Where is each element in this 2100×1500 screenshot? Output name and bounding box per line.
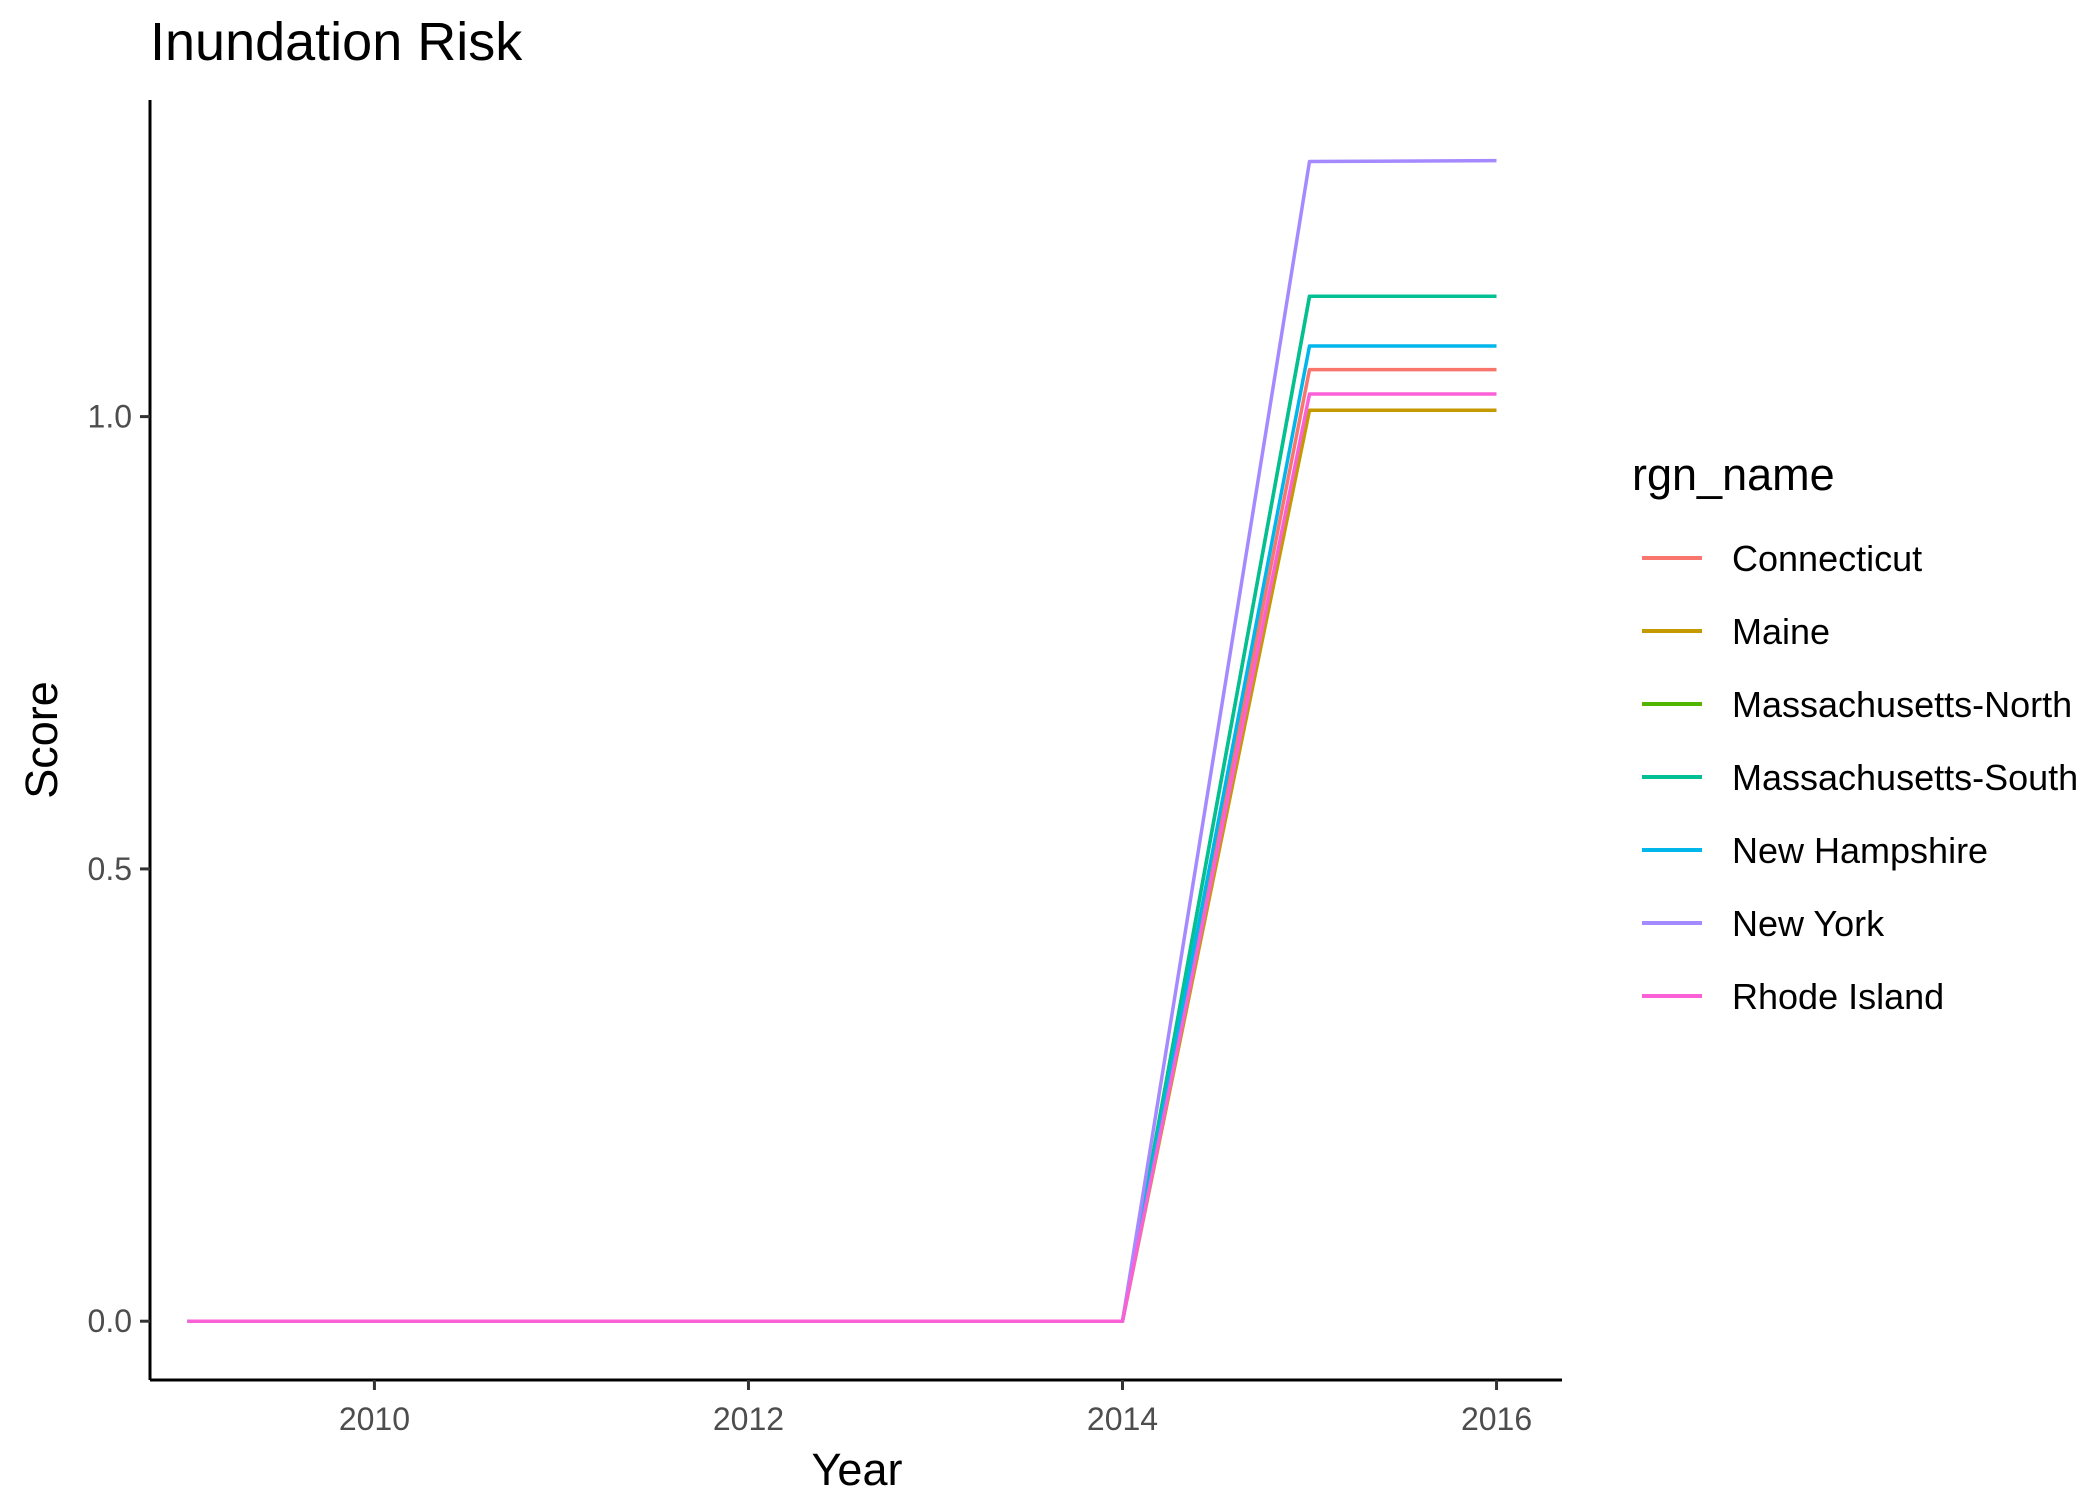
x-axis-title: Year — [812, 1444, 903, 1495]
series-line-connecticut — [187, 367, 1497, 1323]
legend-label: New York — [1732, 903, 1885, 944]
y-tick-label: 0.5 — [88, 851, 132, 887]
legend-label: Rhode Island — [1732, 976, 1944, 1017]
legend: rgn_name Connecticut Maine Massachusetts-N… — [1632, 449, 2078, 1017]
legend-label: Massachusetts-North — [1732, 684, 2072, 725]
series-line-new-york — [187, 158, 1497, 1323]
series-line-rhode-island — [187, 392, 1497, 1323]
legend-item-new-york: New York — [1642, 903, 1885, 944]
y-axis-ticks: 0.0 0.5 1.0 — [88, 399, 150, 1339]
series-layer — [187, 158, 1497, 1323]
legend-item-massachusetts-south: Massachusetts-South — [1642, 757, 2078, 798]
legend-item-maine: Maine — [1642, 611, 1830, 652]
series-line-maine — [187, 408, 1497, 1323]
legend-items: Connecticut Maine Massachusetts-North Massa… — [1642, 538, 2078, 1017]
series-line-new-hampshire — [187, 344, 1497, 1323]
legend-item-massachusetts-north: Massachusetts-North — [1642, 684, 2072, 725]
chart-title: Inundation Risk — [150, 12, 523, 72]
x-axis-ticks: 2010 2012 2014 2016 — [339, 1380, 1532, 1437]
x-tick-label: 2016 — [1461, 1401, 1532, 1437]
x-tick-label: 2010 — [339, 1401, 410, 1437]
y-tick-label: 0.0 — [88, 1303, 132, 1339]
legend-label: Massachusetts-South — [1732, 757, 2078, 798]
x-tick-label: 2014 — [1087, 1401, 1158, 1437]
y-axis-title: Score — [16, 681, 67, 799]
legend-item-new-hampshire: New Hampshire — [1642, 830, 1988, 871]
legend-label: New Hampshire — [1732, 830, 1988, 871]
legend-label: Connecticut — [1732, 538, 1922, 579]
y-tick-label: 1.0 — [88, 399, 132, 435]
legend-title: rgn_name — [1632, 449, 1835, 500]
legend-label: Maine — [1732, 611, 1830, 652]
x-tick-label: 2012 — [713, 1401, 784, 1437]
legend-item-rhode-island: Rhode Island — [1642, 976, 1944, 1017]
legend-item-connecticut: Connecticut — [1642, 538, 1922, 579]
